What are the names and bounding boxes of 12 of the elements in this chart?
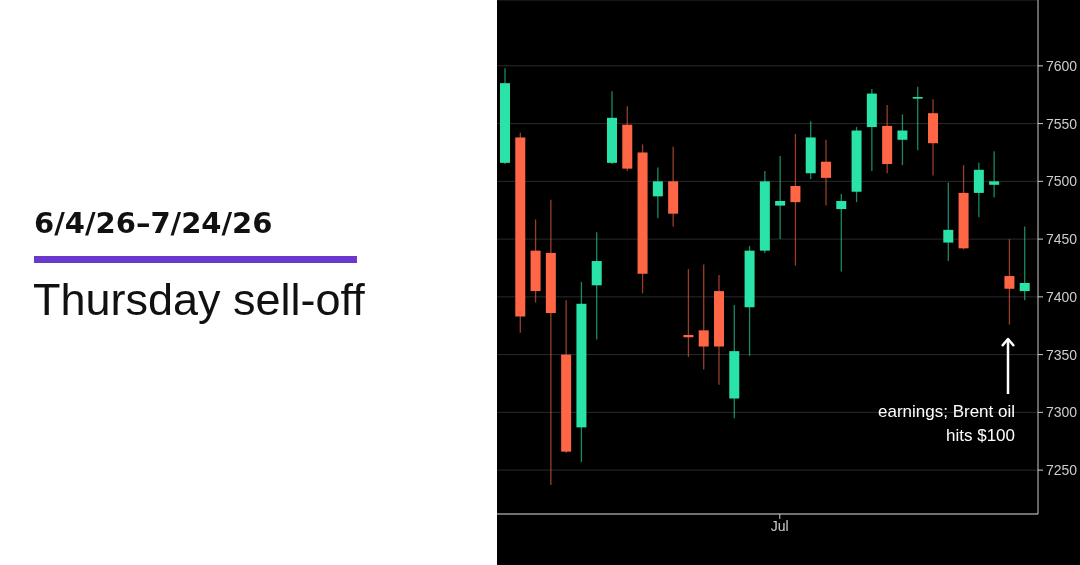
y-tick-label: 7550: [1046, 115, 1078, 132]
text: Thursday sell-off: [33, 274, 365, 325]
y-tick-label: 7250: [1046, 462, 1078, 479]
annotation: earnings; Brent oil hits $100: [876, 401, 1015, 447]
text: 6/4/26–7/24/26: [34, 206, 273, 240]
y-tick-label: 7300: [1046, 404, 1078, 421]
y-tick-label: 7500: [1046, 173, 1078, 190]
y-tick-label: 7350: [1046, 346, 1078, 363]
y-tick-label: 7600: [1046, 57, 1078, 74]
y-tick-label: 7400: [1046, 288, 1078, 305]
x-tick-label: Jul: [770, 517, 789, 534]
y-tick-label: 7450: [1046, 231, 1078, 248]
